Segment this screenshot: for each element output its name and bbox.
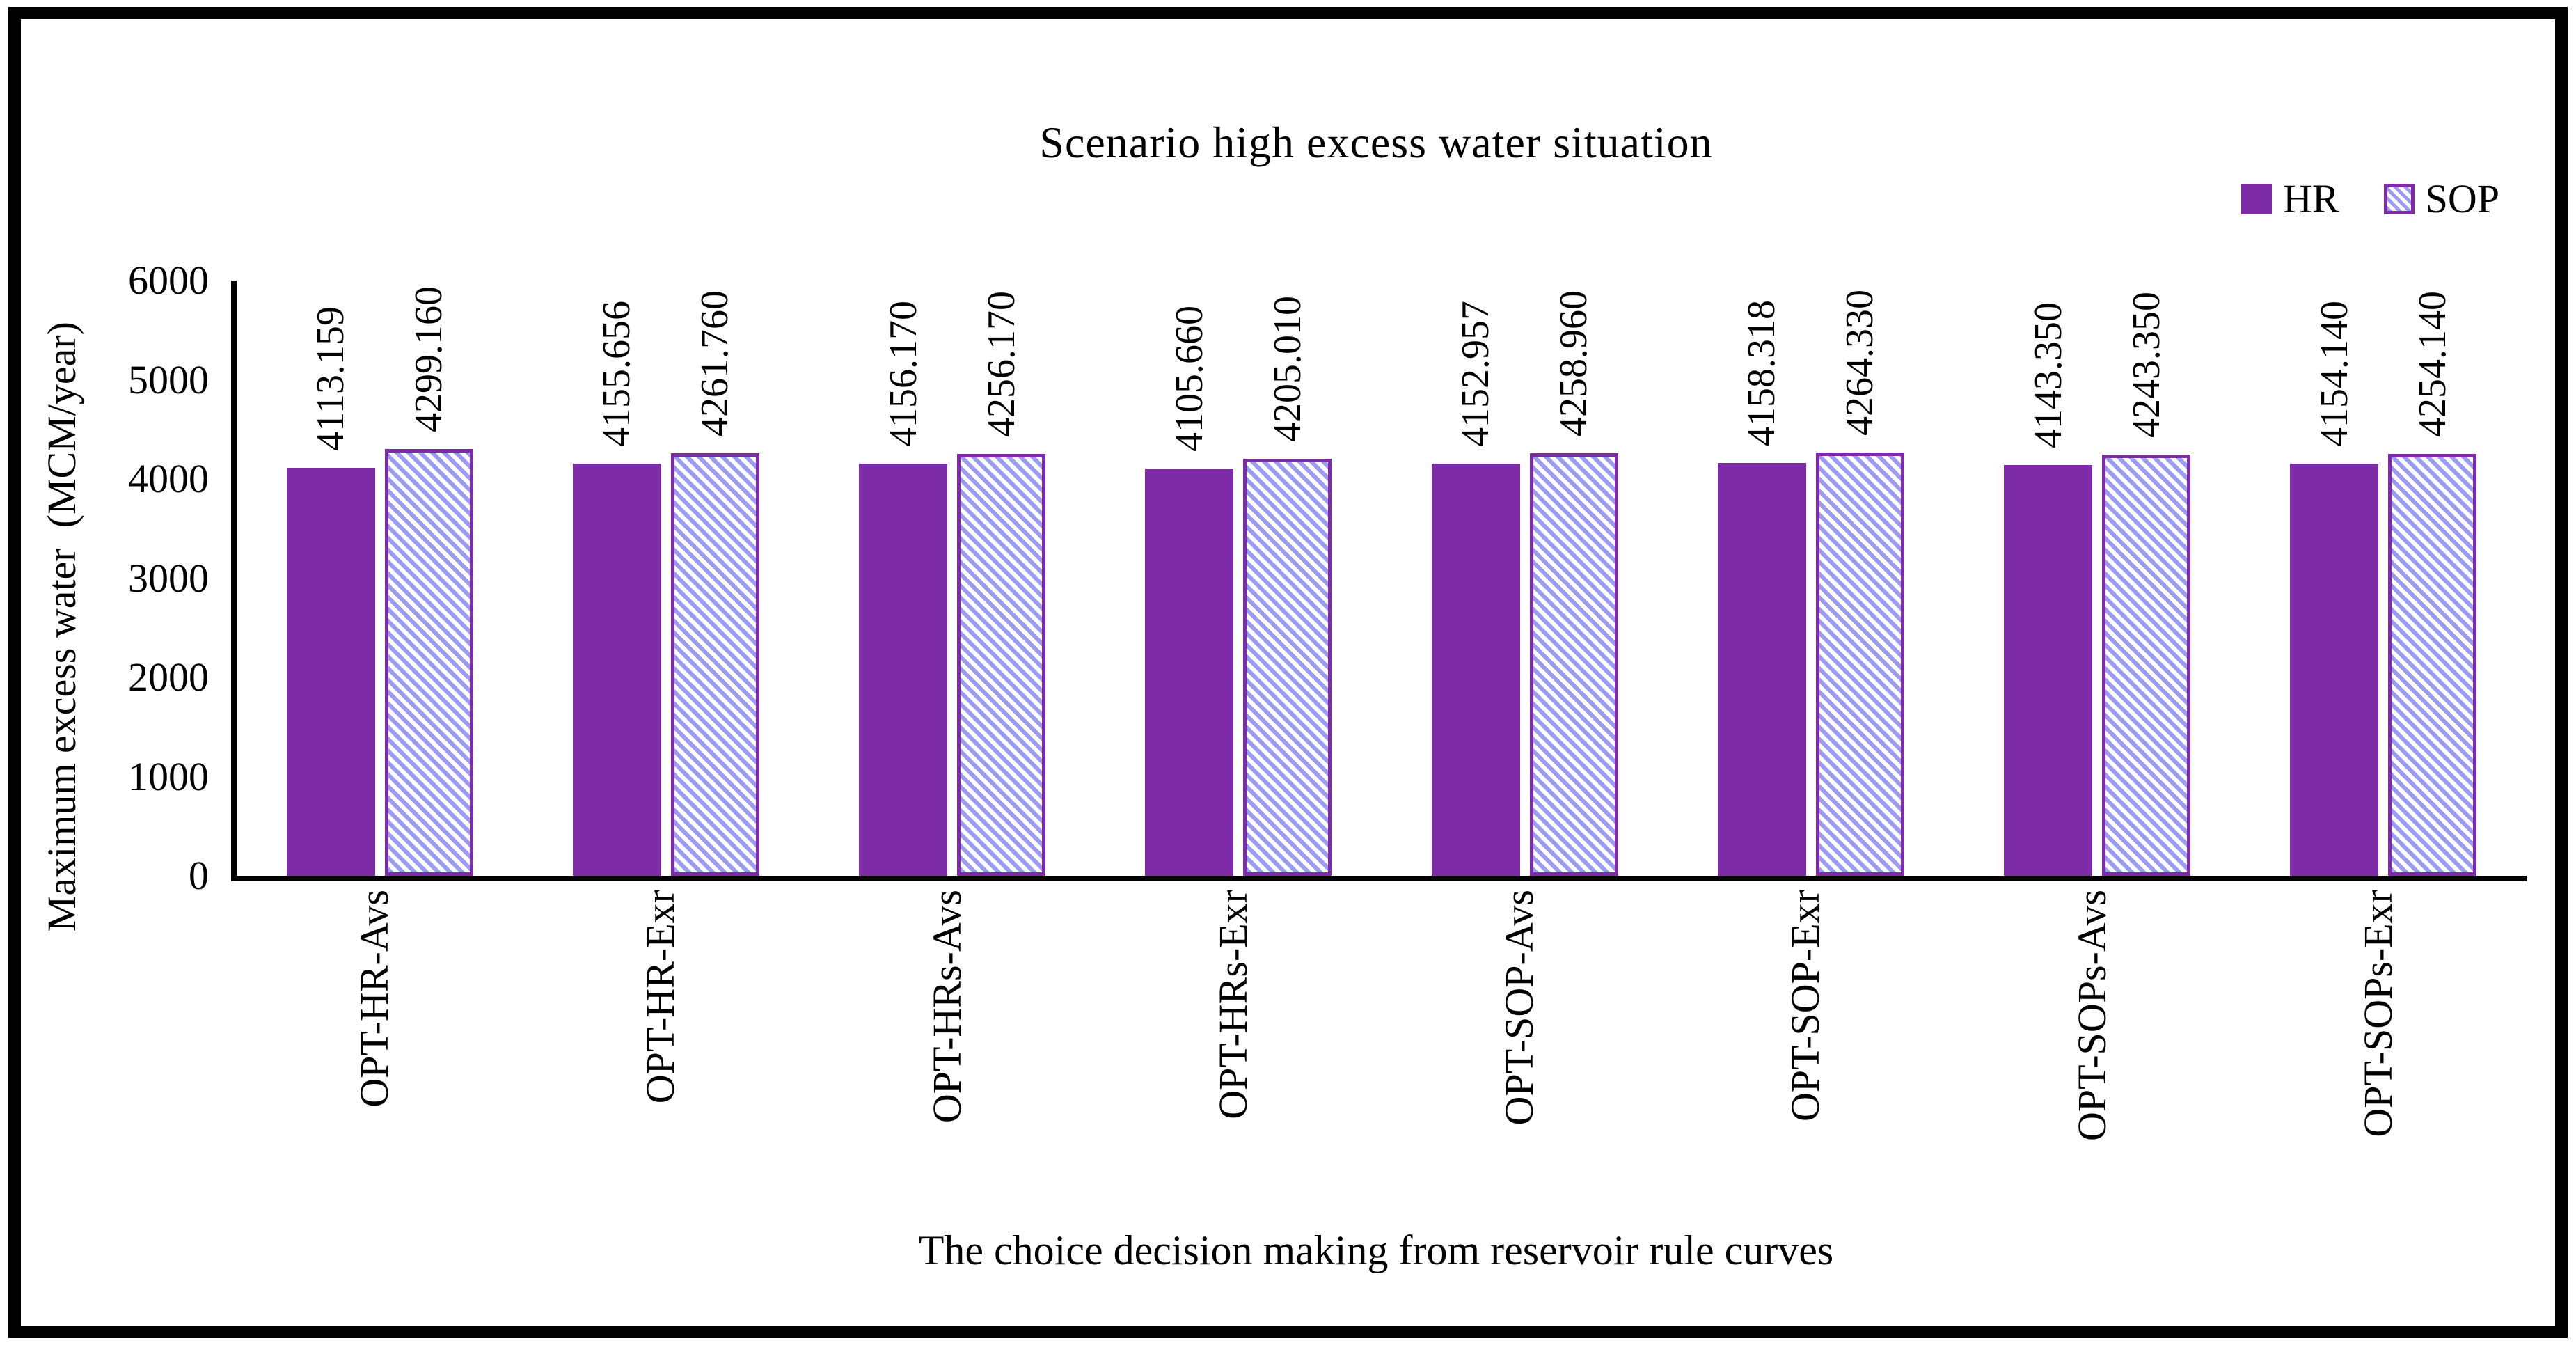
category-cell: OPT-SOPs-Exr: [2235, 890, 2521, 1189]
bar-group: 4143.350 4243.350: [1954, 292, 2241, 876]
category-cell: OPT-HRs-Exr: [1090, 890, 1376, 1189]
bar-column-hr: 4113.159: [286, 306, 375, 876]
bar-column-sop: 4205.010: [1243, 296, 1332, 876]
bar-value-label: 4152.957: [1454, 301, 1498, 448]
bar-sop: [384, 449, 473, 876]
legend-label-sop: SOP: [2425, 176, 2499, 221]
bar-column-hr: 4155.656: [572, 300, 661, 876]
category-cell: OPT-SOPs-Avs: [1949, 890, 2235, 1189]
category-cell: OPT-HR-Avs: [231, 890, 517, 1189]
bar-sop: [2102, 455, 2191, 876]
bar-sop: [1815, 453, 1904, 876]
bar-column-hr: 4152.957: [1431, 301, 1520, 876]
bar-column-hr: 4105.660: [1145, 305, 1234, 876]
category-label: OPT-HR-Exr: [638, 890, 683, 1104]
category-label: OPT-SOPs-Exr: [2355, 890, 2401, 1138]
category-label: OPT-HR-Avs: [351, 890, 397, 1108]
bar-column-hr: 4156.170: [859, 300, 948, 876]
bar-column-sop: 4254.140: [2388, 290, 2477, 876]
category-label: OPT-HRs-Exr: [1210, 890, 1256, 1119]
legend-swatch-hr-icon: [2241, 183, 2273, 214]
bar-column-hr: 4154.140: [2290, 301, 2379, 876]
category-label: OPT-SOP-Avs: [1496, 890, 1542, 1126]
bar-sop: [1243, 458, 1332, 876]
legend-label-hr: HR: [2283, 176, 2339, 221]
bar-value-label: 4105.660: [1167, 305, 1211, 452]
legend: HR SOP: [2241, 175, 2499, 222]
bar-value-label: 4158.318: [1740, 300, 1784, 447]
bar-sop: [957, 453, 1046, 876]
bar-group: 4158.318 4264.330: [1668, 290, 1954, 876]
bar-sop: [670, 453, 759, 876]
bar-hr: [2290, 464, 2379, 876]
y-axis-title: Maximum excess water (MCM/year): [38, 321, 84, 932]
bar-group: 4156.170 4256.170: [809, 291, 1096, 876]
legend-item-hr: HR: [2241, 175, 2339, 222]
bar-hr: [1145, 468, 1234, 876]
bar-value-label: 4143.350: [2026, 301, 2070, 448]
bar-hr: [1431, 464, 1520, 876]
bar-column-sop: 4299.160: [384, 286, 473, 876]
bar-value-label: 4264.330: [1838, 290, 1882, 436]
bar-value-label: 4254.140: [2410, 290, 2454, 437]
bar-hr: [859, 463, 948, 876]
bar-column-hr: 4158.318: [1717, 300, 1806, 876]
bar-hr: [2004, 464, 2093, 876]
bar-value-label: 4205.010: [1265, 295, 1309, 442]
bar-group: 4155.656 4261.760: [523, 290, 809, 876]
category-cell: OPT-HRs-Avs: [804, 890, 1090, 1189]
bar-value-label: 4156.170: [881, 300, 925, 447]
bar-value-label: 4155.656: [595, 300, 639, 447]
bar-column-sop: 4264.330: [1815, 290, 1904, 876]
bar-column-hr: 4143.350: [2004, 301, 2093, 876]
x-axis-title: The choice decision making from reservoi…: [918, 1227, 1834, 1273]
bar-value-label: 4261.760: [693, 290, 737, 436]
y-axis-title-box: Maximum excess water (MCM/year): [19, 244, 103, 1009]
bar-value-label: 4299.160: [407, 286, 451, 433]
bar-value-label: 4243.350: [2124, 292, 2168, 439]
chart-title: Scenario high excess water situation: [1039, 118, 1713, 167]
bar-group: 4105.660 4205.010: [1096, 296, 1382, 876]
plot-area: 4113.159 4299.160 4155.656 4261.760 4156.170…: [231, 281, 2527, 881]
bar-value-label: 4113.159: [309, 306, 353, 451]
category-cell: OPT-SOP-Exr: [1662, 890, 1948, 1189]
category-cell: OPT-SOP-Avs: [1376, 890, 1662, 1189]
x-axis-labels: OPT-HR-Avs OPT-HR-Exr OPT-HRs-Avs OPT-HRs-E…: [231, 890, 2521, 1189]
bar-column-sop: 4256.170: [957, 290, 1046, 876]
bar-hr: [1717, 463, 1806, 876]
bar-group: 4152.957 4258.960: [1382, 290, 1668, 876]
bar-sop: [2388, 453, 2477, 876]
bar-value-label: 4256.170: [979, 290, 1023, 437]
bar-group: 4113.159 4299.160: [237, 286, 523, 876]
category-label: OPT-SOP-Exr: [1783, 890, 1828, 1122]
legend-swatch-sop-icon: [2383, 183, 2415, 214]
bar-hr: [572, 463, 661, 876]
bar-hr: [286, 467, 375, 876]
bar-sop: [1529, 453, 1618, 876]
category-cell: OPT-HR-Exr: [517, 890, 803, 1189]
category-label: OPT-SOPs-Avs: [2069, 890, 2115, 1141]
bar-value-label: 4258.960: [1552, 290, 1596, 437]
bar-value-label: 4154.140: [2312, 301, 2356, 448]
category-label: OPT-HRs-Avs: [924, 890, 970, 1124]
bar-column-sop: 4258.960: [1529, 290, 1618, 876]
bar-column-sop: 4261.760: [670, 290, 759, 876]
bar-column-sop: 4243.350: [2102, 292, 2191, 876]
bar-group: 4154.140 4254.140: [2241, 291, 2527, 876]
legend-item-sop: SOP: [2383, 175, 2499, 222]
